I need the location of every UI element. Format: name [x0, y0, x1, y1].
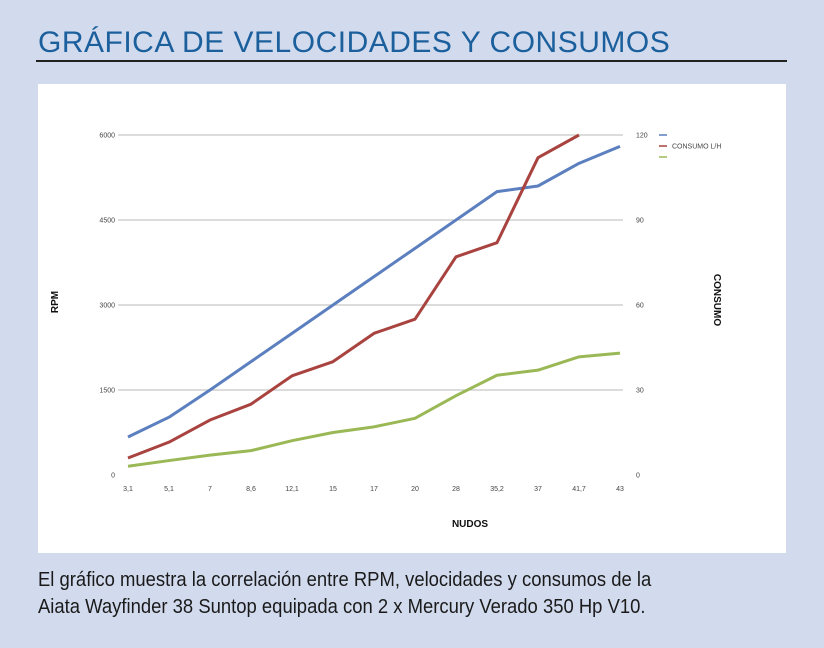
series-line-3 — [127, 351, 621, 468]
title-divider — [36, 60, 787, 62]
x-tick-label: 8,6 — [246, 486, 256, 493]
y-tick-label: 4500 — [99, 218, 115, 225]
x-tick-label: 43 — [616, 486, 624, 493]
x-tick-label: 35,2 — [490, 486, 504, 493]
x-tick-label: 17 — [370, 486, 378, 493]
x-tick-label: 28 — [452, 486, 460, 493]
y-tick-label: 6000 — [99, 133, 115, 140]
y2-tick-label: 90 — [636, 218, 644, 225]
y-tick-label: 3000 — [99, 303, 115, 310]
legend-label-2: CONSUMO L/H — [672, 144, 721, 151]
y-tick-label: 1500 — [99, 388, 115, 395]
x-tick-label: 3,1 — [123, 486, 133, 493]
x-tick-label: 12,1 — [285, 486, 299, 493]
y2-tick-label: 30 — [636, 388, 644, 395]
series-line-1 — [127, 144, 621, 439]
x-tick-label: 41,7 — [572, 486, 586, 493]
caption-line-1: El gráfico muestra la correlación entre … — [38, 568, 652, 591]
x-tick-label: 5,1 — [164, 486, 174, 493]
y2-tick-label: 60 — [636, 303, 644, 310]
x-tick-label: 37 — [534, 486, 542, 493]
series-line-2 — [127, 133, 580, 460]
page-title: GRÁFICA DE VELOCIDADES Y CONSUMOS — [38, 26, 671, 59]
x-tick-label: 15 — [329, 486, 337, 493]
x-tick-label: 7 — [208, 486, 212, 493]
chart-panel — [38, 84, 786, 553]
caption-line-2: Aiata Wayfinder 38 Suntop equipada con 2… — [38, 595, 646, 618]
y2-tick-label: 0 — [636, 473, 640, 480]
y2-tick-label: 120 — [636, 133, 648, 140]
x-tick-label: 20 — [411, 486, 419, 493]
y-axis-label: RPM — [50, 291, 61, 313]
y-tick-label: 0 — [111, 473, 115, 480]
caption: El gráfico muestra la correlación entre … — [38, 566, 731, 620]
y2-axis-label: CONSUMO — [711, 274, 722, 326]
x-axis-label: NUDOS — [452, 519, 488, 530]
